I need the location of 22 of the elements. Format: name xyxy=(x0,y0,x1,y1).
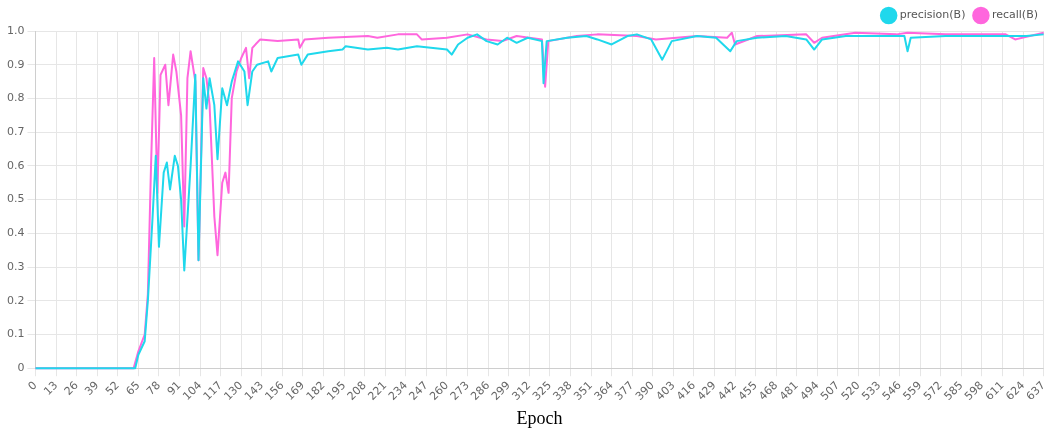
x-tick-label: 91 xyxy=(164,378,184,398)
x-tick-label: 65 xyxy=(123,378,143,398)
legend-label: precision(B) xyxy=(899,8,966,22)
y-tick-label: 0 xyxy=(17,361,25,375)
y-tick-label: 1.0 xyxy=(6,23,25,37)
y-tick-label: 0.1 xyxy=(6,327,25,341)
y-tick-label: 0.4 xyxy=(6,226,25,240)
x-tick-label: 52 xyxy=(102,378,122,398)
x-tick-label: 0 xyxy=(25,378,40,393)
y-tick-label: 0.2 xyxy=(6,293,25,307)
y-tick-label: 0.9 xyxy=(6,57,25,71)
y-tick-label: 0.3 xyxy=(6,259,25,273)
x-tick-label: 13 xyxy=(41,378,61,398)
y-tick-label: 0.6 xyxy=(6,158,25,172)
legend-label: recall(B) xyxy=(991,8,1039,22)
x-tick-label: 39 xyxy=(82,378,102,398)
y-tick-label: 0.5 xyxy=(6,192,25,206)
x-tick-label: 26 xyxy=(61,378,81,398)
x-axis-title: Epoch xyxy=(516,407,563,428)
y-tick-label: 0.7 xyxy=(6,125,25,139)
x-tick-label: 78 xyxy=(143,378,164,398)
y-tick-label: 0.8 xyxy=(6,91,25,105)
